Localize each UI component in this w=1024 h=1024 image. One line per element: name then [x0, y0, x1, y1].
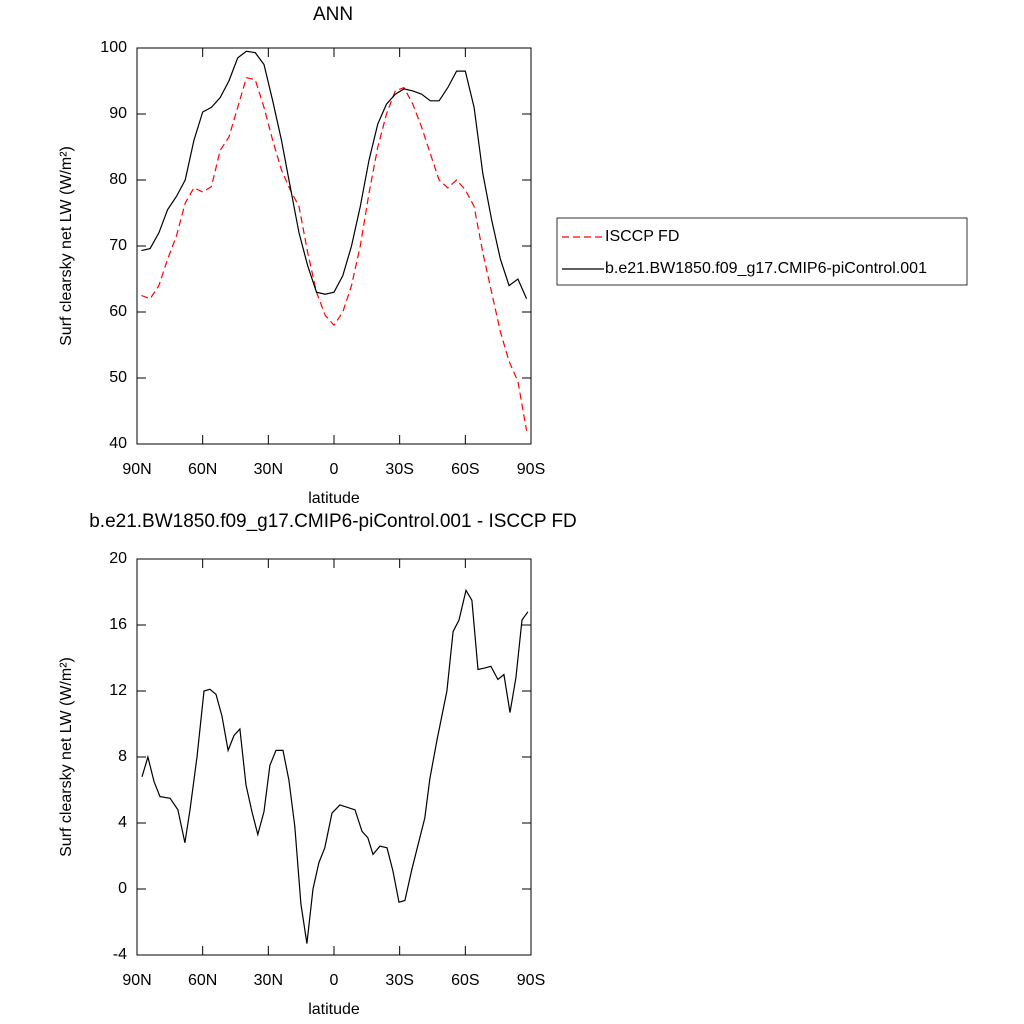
x-tick-label: 90N — [122, 461, 151, 478]
y-tick-label: 70 — [109, 237, 127, 254]
x-tick-label: 30N — [254, 972, 283, 989]
plot-frame — [136, 47, 532, 445]
y-axis-label: Surf clearsky net LW (W/m²) — [58, 146, 75, 346]
y-tick-label: 90 — [109, 105, 127, 122]
legend-box — [556, 217, 968, 286]
y-axis-label: Surf clearsky net LW (W/m²) — [58, 657, 75, 857]
x-tick-label: 60S — [451, 461, 479, 478]
y-tick-label: 4 — [118, 814, 127, 831]
x-tick-label: 30N — [254, 461, 283, 478]
x-tick-label: 0 — [330, 972, 339, 989]
chart-title: ANN — [313, 4, 353, 25]
y-tick-label: 20 — [109, 550, 127, 567]
x-tick-label: 60S — [451, 972, 479, 989]
y-tick-label: 12 — [109, 682, 127, 699]
y-tick-label: 40 — [109, 435, 127, 452]
x-tick-label: 0 — [330, 461, 339, 478]
x-tick-label: 30S — [385, 461, 413, 478]
y-tick-label: 100 — [100, 39, 127, 56]
chart-title: b.e21.BW1850.f09_g17.CMIP6-piControl.001… — [89, 511, 577, 532]
x-tick-label: 60N — [188, 461, 217, 478]
y-tick-label: -4 — [113, 946, 127, 963]
y-tick-label: 60 — [109, 303, 127, 320]
y-tick-label: 80 — [109, 171, 127, 188]
y-tick-label: 16 — [109, 616, 127, 633]
x-axis-label: latitude — [308, 490, 360, 507]
y-tick-label: 50 — [109, 369, 127, 386]
data-line — [141, 76, 528, 431]
y-tick-label: 0 — [118, 880, 127, 897]
x-axis-label: latitude — [308, 1001, 360, 1018]
x-tick-label: 30S — [385, 972, 413, 989]
x-tick-label: 90S — [517, 461, 545, 478]
plot-frame — [136, 558, 532, 956]
data-line — [141, 588, 529, 944]
legend-label: ISCCP FD — [605, 228, 679, 245]
x-tick-label: 60N — [188, 972, 217, 989]
x-tick-label: 90S — [517, 972, 545, 989]
data-line — [141, 50, 528, 300]
y-tick-label: 8 — [118, 748, 127, 765]
legend-label: b.e21.BW1850.f09_g17.CMIP6-piControl.001 — [605, 260, 927, 277]
x-tick-label: 90N — [122, 972, 151, 989]
